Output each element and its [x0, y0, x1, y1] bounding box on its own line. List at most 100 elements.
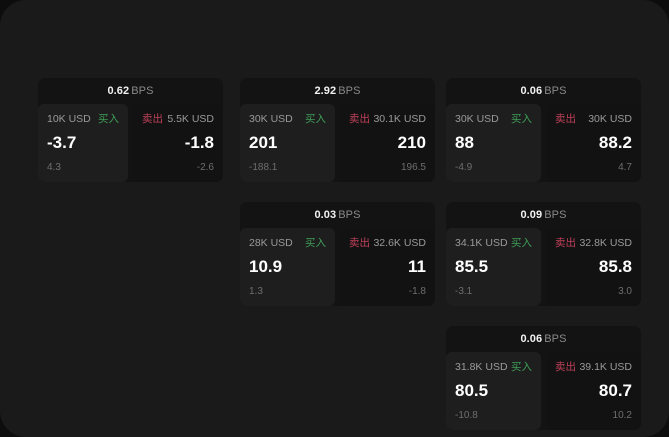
bid-delta: -188.1: [249, 162, 278, 173]
bps-unit: BPS: [544, 333, 567, 345]
bid-delta: -3.1: [455, 286, 473, 297]
bid-panel-top: 28K USD 买入: [249, 236, 326, 250]
bid-size-label: 30K USD: [249, 113, 293, 125]
card-header-bps: 0.62 BPS: [38, 78, 223, 104]
ask-delta: 196.5: [400, 162, 426, 173]
quote-column-2: 2.92 BPS 30K USD 买入 201 -188.1 卖出 30.1K U…: [240, 78, 435, 326]
bid-delta: -4.9: [455, 162, 473, 173]
bid-panel[interactable]: 30K USD 买入 88 -4.9: [446, 104, 541, 182]
bid-panel[interactable]: 34.1K USD 买入 85.5 -3.1: [446, 228, 541, 306]
card-header-bps: 0.06 BPS: [446, 78, 641, 104]
ask-value: 80.7: [598, 381, 632, 400]
ask-value: 85.8: [598, 257, 632, 276]
bid-value: 80.5: [455, 381, 489, 400]
ask-size-label: 30K USD: [588, 113, 632, 125]
ask-delta: 10.2: [612, 410, 632, 421]
bid-size-label: 28K USD: [249, 237, 293, 249]
sell-side-label: 卖出: [349, 113, 370, 125]
bid-panel[interactable]: 30K USD 买入 201 -188.1: [240, 104, 335, 182]
bid-panel-top: 30K USD 买入: [249, 112, 326, 126]
ask-value: 210: [397, 133, 426, 152]
card-panels: 28K USD 买入 10.9 1.3 卖出 32.6K USD 11 -1.8: [240, 228, 435, 306]
card-panels: 30K USD 买入 88 -4.9 卖出 30K USD 88.2 4.7: [446, 104, 641, 182]
ask-panel-top: 卖出 30K USD: [555, 112, 632, 126]
bid-size-label: 10K USD: [47, 113, 91, 125]
bid-value: 10.9: [249, 257, 283, 276]
buy-side-label: 买入: [98, 113, 119, 125]
buy-side-label: 买入: [511, 113, 532, 125]
quote-card-card-3[interactable]: 0.03 BPS 28K USD 买入 10.9 1.3 卖出 32.6K USD…: [240, 202, 435, 306]
bid-delta: 1.3: [249, 286, 263, 297]
card-header-bps: 0.09 BPS: [446, 202, 641, 228]
bid-panel[interactable]: 10K USD 买入 -3.7 4.3: [38, 104, 128, 182]
quote-card-card-2[interactable]: 2.92 BPS 30K USD 买入 201 -188.1 卖出 30.1K U…: [240, 78, 435, 182]
bid-delta: 4.3: [47, 162, 61, 173]
quote-card-card-6[interactable]: 0.06 BPS 31.8K USD 买入 80.5 -10.8 卖出 39.1K…: [446, 326, 641, 430]
bps-unit: BPS: [544, 85, 567, 97]
buy-side-label: 买入: [511, 361, 532, 373]
card-header-bps: 0.03 BPS: [240, 202, 435, 228]
ask-panel[interactable]: 卖出 5.5K USD -1.8 -2.6: [133, 104, 223, 182]
bid-value: -3.7: [47, 133, 77, 152]
sell-side-label: 卖出: [142, 113, 163, 125]
bid-panel[interactable]: 28K USD 买入 10.9 1.3: [240, 228, 335, 306]
ask-size-label: 30.1K USD: [373, 113, 426, 125]
card-panels: 31.8K USD 买入 80.5 -10.8 卖出 39.1K USD 80.…: [446, 352, 641, 430]
ask-size-label: 5.5K USD: [167, 113, 214, 125]
card-header-bps: 0.06 BPS: [446, 326, 641, 352]
ask-value: 88.2: [598, 133, 632, 152]
bid-panel-top: 31.8K USD 买入: [455, 360, 532, 374]
ask-size-label: 32.6K USD: [373, 237, 426, 249]
buy-side-label: 买入: [305, 237, 326, 249]
sell-side-label: 卖出: [555, 237, 576, 249]
card-panels: 30K USD 买入 201 -188.1 卖出 30.1K USD 210 1…: [240, 104, 435, 182]
ask-panel[interactable]: 卖出 30.1K USD 210 196.5: [340, 104, 435, 182]
ask-delta: -2.6: [196, 162, 214, 173]
bid-value: 85.5: [455, 257, 489, 276]
ask-panel[interactable]: 卖出 39.1K USD 80.7 10.2: [546, 352, 641, 430]
card-panels: 34.1K USD 买入 85.5 -3.1 卖出 32.8K USD 85.8…: [446, 228, 641, 306]
sell-side-label: 卖出: [555, 113, 576, 125]
bps-unit: BPS: [544, 209, 567, 221]
bps-value: 2.92: [314, 85, 337, 97]
ask-size-label: 32.8K USD: [579, 237, 632, 249]
ask-panel-top: 卖出 39.1K USD: [555, 360, 632, 374]
ask-panel-top: 卖出 5.5K USD: [142, 112, 214, 126]
bps-value: 0.03: [314, 209, 337, 221]
ask-delta: -1.8: [408, 286, 426, 297]
bid-size-label: 31.8K USD: [455, 361, 508, 373]
bps-value: 0.06: [520, 333, 543, 345]
ask-panel[interactable]: 卖出 30K USD 88.2 4.7: [546, 104, 641, 182]
bid-panel-top: 34.1K USD 买入: [455, 236, 532, 250]
bps-unit: BPS: [338, 209, 361, 221]
ask-delta: 4.7: [618, 162, 632, 173]
quote-card-card-5[interactable]: 0.09 BPS 34.1K USD 买入 85.5 -3.1 卖出 32.8K …: [446, 202, 641, 306]
buy-side-label: 买入: [511, 237, 532, 249]
bps-unit: BPS: [338, 85, 361, 97]
bid-value: 88: [455, 133, 474, 152]
card-header-bps: 2.92 BPS: [240, 78, 435, 104]
bps-value: 0.09: [520, 209, 543, 221]
ask-value: -1.8: [184, 133, 214, 152]
ask-panel-top: 卖出 32.8K USD: [555, 236, 632, 250]
quote-column-1: 0.62 BPS 10K USD 买入 -3.7 4.3 卖出 5.5K USD …: [38, 78, 223, 202]
ask-size-label: 39.1K USD: [579, 361, 632, 373]
bid-size-label: 30K USD: [455, 113, 499, 125]
quote-card-card-1[interactable]: 0.62 BPS 10K USD 买入 -3.7 4.3 卖出 5.5K USD …: [38, 78, 223, 182]
bps-value: 0.06: [520, 85, 543, 97]
bid-delta: -10.8: [455, 410, 478, 421]
ask-delta: 3.0: [618, 286, 632, 297]
bid-value: 201: [249, 133, 278, 152]
buy-side-label: 买入: [305, 113, 326, 125]
ask-panel[interactable]: 卖出 32.8K USD 85.8 3.0: [546, 228, 641, 306]
quote-column-3: 0.06 BPS 30K USD 买入 88 -4.9 卖出 30K USD 88…: [446, 78, 641, 437]
bid-panel[interactable]: 31.8K USD 买入 80.5 -10.8: [446, 352, 541, 430]
ask-panel[interactable]: 卖出 32.6K USD 11 -1.8: [340, 228, 435, 306]
bps-unit: BPS: [131, 85, 154, 97]
sell-side-label: 卖出: [349, 237, 370, 249]
bid-size-label: 34.1K USD: [455, 237, 508, 249]
bid-panel-top: 30K USD 买入: [455, 112, 532, 126]
bps-value: 0.62: [107, 85, 130, 97]
quote-card-card-4[interactable]: 0.06 BPS 30K USD 买入 88 -4.9 卖出 30K USD 88…: [446, 78, 641, 182]
